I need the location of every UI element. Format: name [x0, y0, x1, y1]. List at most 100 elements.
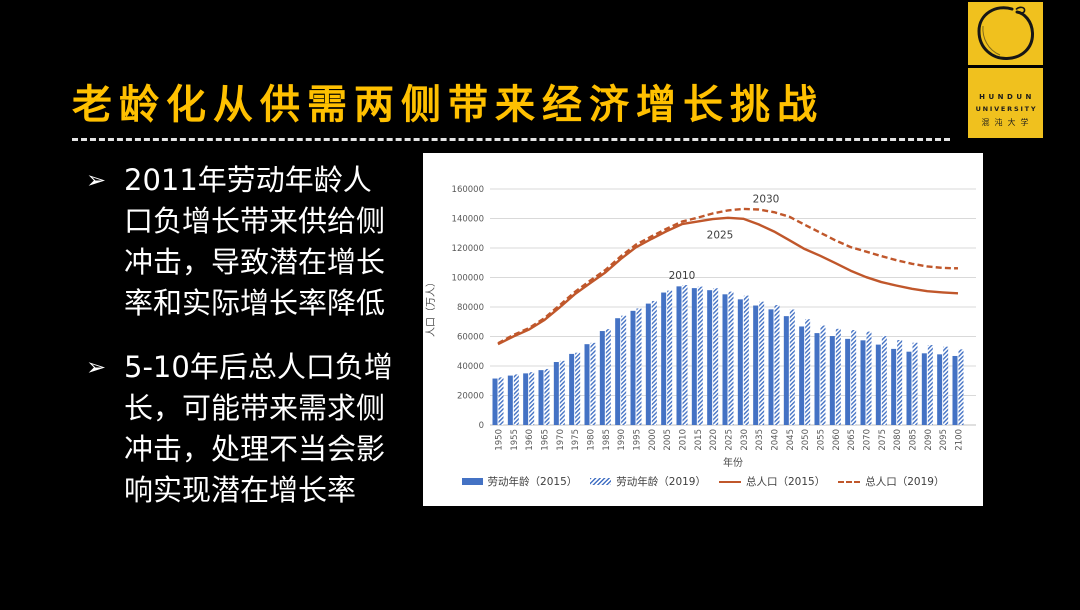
x-tick-label: 2090 [924, 429, 934, 451]
x-tick-label: 1955 [510, 429, 520, 451]
bar-labor-2019 [544, 368, 550, 425]
bar-labor-2019 [636, 308, 642, 425]
legend-swatch-solid-line [719, 480, 741, 483]
x-tick-label: 2035 [755, 429, 765, 451]
bar-labor-2019 [851, 330, 857, 425]
logo-enso-square [968, 2, 1043, 65]
bar-labor-2015 [860, 340, 866, 425]
bar-labor-2019 [835, 328, 841, 425]
x-tick-label: 2025 [724, 429, 734, 451]
legend-swatch-solid-bar [461, 478, 483, 485]
x-tick-label: 1990 [617, 429, 627, 451]
bar-labor-2019 [498, 377, 504, 425]
bar-labor-2019 [774, 305, 780, 425]
x-tick-label: 2030 [740, 429, 750, 451]
bar-labor-2015 [676, 286, 682, 425]
bullet-arrow-icon: ➢ [86, 353, 107, 381]
x-tick-label: 1980 [586, 429, 596, 451]
y-tick-label: 20000 [457, 392, 484, 402]
bar-labor-2015 [615, 318, 621, 425]
legend-swatch-dashed-line [838, 480, 861, 483]
bar-labor-2015 [722, 294, 728, 425]
bar-labor-2019 [667, 290, 673, 425]
logo-text-university: UNIVERSITY [975, 104, 1038, 113]
y-tick-label: 120000 [452, 244, 484, 254]
bar-labor-2015 [875, 344, 881, 425]
x-tick-label: 2040 [770, 429, 780, 451]
legend-item: 总人口（2019） [838, 474, 944, 489]
x-tick-label: 2010 [678, 429, 688, 451]
bar-labor-2019 [713, 288, 719, 425]
bullet-text: 2011年劳动年龄人 口负增长带来供给侧 冲击，导致潜在增长 率和实际增长率降低 [124, 163, 386, 320]
bar-labor-2019 [590, 342, 596, 425]
bullet-item: ➢ 2011年劳动年龄人 口负增长带来供给侧 冲击，导致潜在增长 率和实际增长率… [86, 160, 426, 324]
logo-text-cn: 混沌大学 [981, 117, 1034, 127]
bar-labor-2015 [783, 316, 789, 425]
bar-labor-2015 [492, 378, 498, 425]
bar-labor-2015 [630, 310, 636, 425]
bar-labor-2019 [682, 285, 688, 425]
legend-label: 劳动年龄（2019） [616, 476, 706, 488]
peak-year-label: 2030 [753, 193, 780, 205]
x-tick-label: 2020 [709, 429, 719, 451]
bar-series [492, 285, 964, 425]
bar-labor-2015 [645, 303, 651, 425]
bar-labor-2019 [943, 346, 949, 425]
y-axis-title: 人口（万人） [425, 277, 437, 337]
x-tick-label: 2050 [801, 429, 811, 451]
line-total-pop-2015 [497, 216, 959, 346]
bullet-list: ➢ 2011年劳动年龄人 口负增长带来供给侧 冲击，导致潜在增长 率和实际增长率… [86, 160, 426, 534]
y-tick-label: 160000 [452, 185, 484, 195]
enso-brush-texture [982, 25, 1001, 56]
x-axis-title: 年份 [723, 456, 743, 469]
y-tick-label: 0 [479, 421, 484, 431]
bar-labor-2019 [621, 315, 627, 425]
bar-labor-2019 [605, 329, 611, 425]
legend-item: 劳动年龄（2019） [590, 474, 706, 489]
x-tick-label: 2065 [847, 429, 857, 451]
peak-year-label: 2010 [669, 270, 696, 282]
bar-labor-2015 [753, 305, 759, 425]
logo-text-square: HUNDUN UNIVERSITY 混沌大学 [968, 68, 1043, 138]
bar-labor-2019 [728, 291, 734, 425]
legend-item: 劳动年龄（2015） [461, 474, 578, 489]
bar-labor-2015 [952, 355, 958, 425]
title-separator [72, 138, 950, 141]
bar-labor-2015 [921, 353, 927, 425]
bar-labor-2015 [768, 309, 774, 425]
legend-label: 劳动年龄（2015） [487, 476, 578, 488]
y-axis-ticks: 0 20000 40000 60000 80000 100000 120000 140000 1… [452, 185, 484, 431]
x-tick-label: 2100 [954, 429, 964, 451]
bar-labor-2015 [538, 370, 544, 425]
x-tick-label: 1975 [571, 429, 581, 451]
bar-labor-2019 [529, 372, 535, 425]
y-tick-label: 140000 [452, 215, 484, 225]
bar-labor-2015 [799, 326, 805, 425]
line-total-pop-2019 [497, 207, 959, 345]
bar-labor-2015 [707, 290, 713, 425]
bar-labor-2015 [507, 375, 513, 425]
bar-labor-2019 [651, 300, 657, 425]
bar-labor-2015 [584, 344, 590, 425]
population-chart-panel: 0 20000 40000 60000 80000 100000 120000 140000 1… [423, 153, 983, 506]
bar-labor-2019 [559, 360, 565, 425]
bar-labor-2019 [881, 336, 887, 425]
x-tick-label: 2015 [694, 429, 704, 451]
x-tick-label: 2095 [939, 429, 949, 451]
bar-labor-2015 [737, 299, 743, 425]
x-tick-label: 1970 [556, 429, 566, 451]
x-tick-label: 1960 [525, 429, 535, 451]
legend-item: 总人口（2015） [719, 474, 825, 489]
annotations: 2010 2025 2030 [669, 193, 780, 282]
enso-circle-icon [968, 2, 1043, 65]
bar-labor-2015 [569, 353, 575, 425]
bar-labor-2019 [759, 301, 765, 425]
bar-labor-2019 [789, 309, 795, 425]
enso-hook [1015, 6, 1026, 14]
x-tick-label: 2055 [816, 429, 826, 451]
bar-labor-2015 [829, 336, 835, 425]
bullet-arrow-icon: ➢ [86, 166, 107, 194]
bar-labor-2019 [958, 349, 964, 425]
chart-legend: 劳动年龄（2015） 劳动年龄（2019） 总人口（2015） 总人口（2019） [423, 474, 983, 489]
page-title: 老龄化从供需两侧带来经济增长挑战 [72, 82, 824, 128]
